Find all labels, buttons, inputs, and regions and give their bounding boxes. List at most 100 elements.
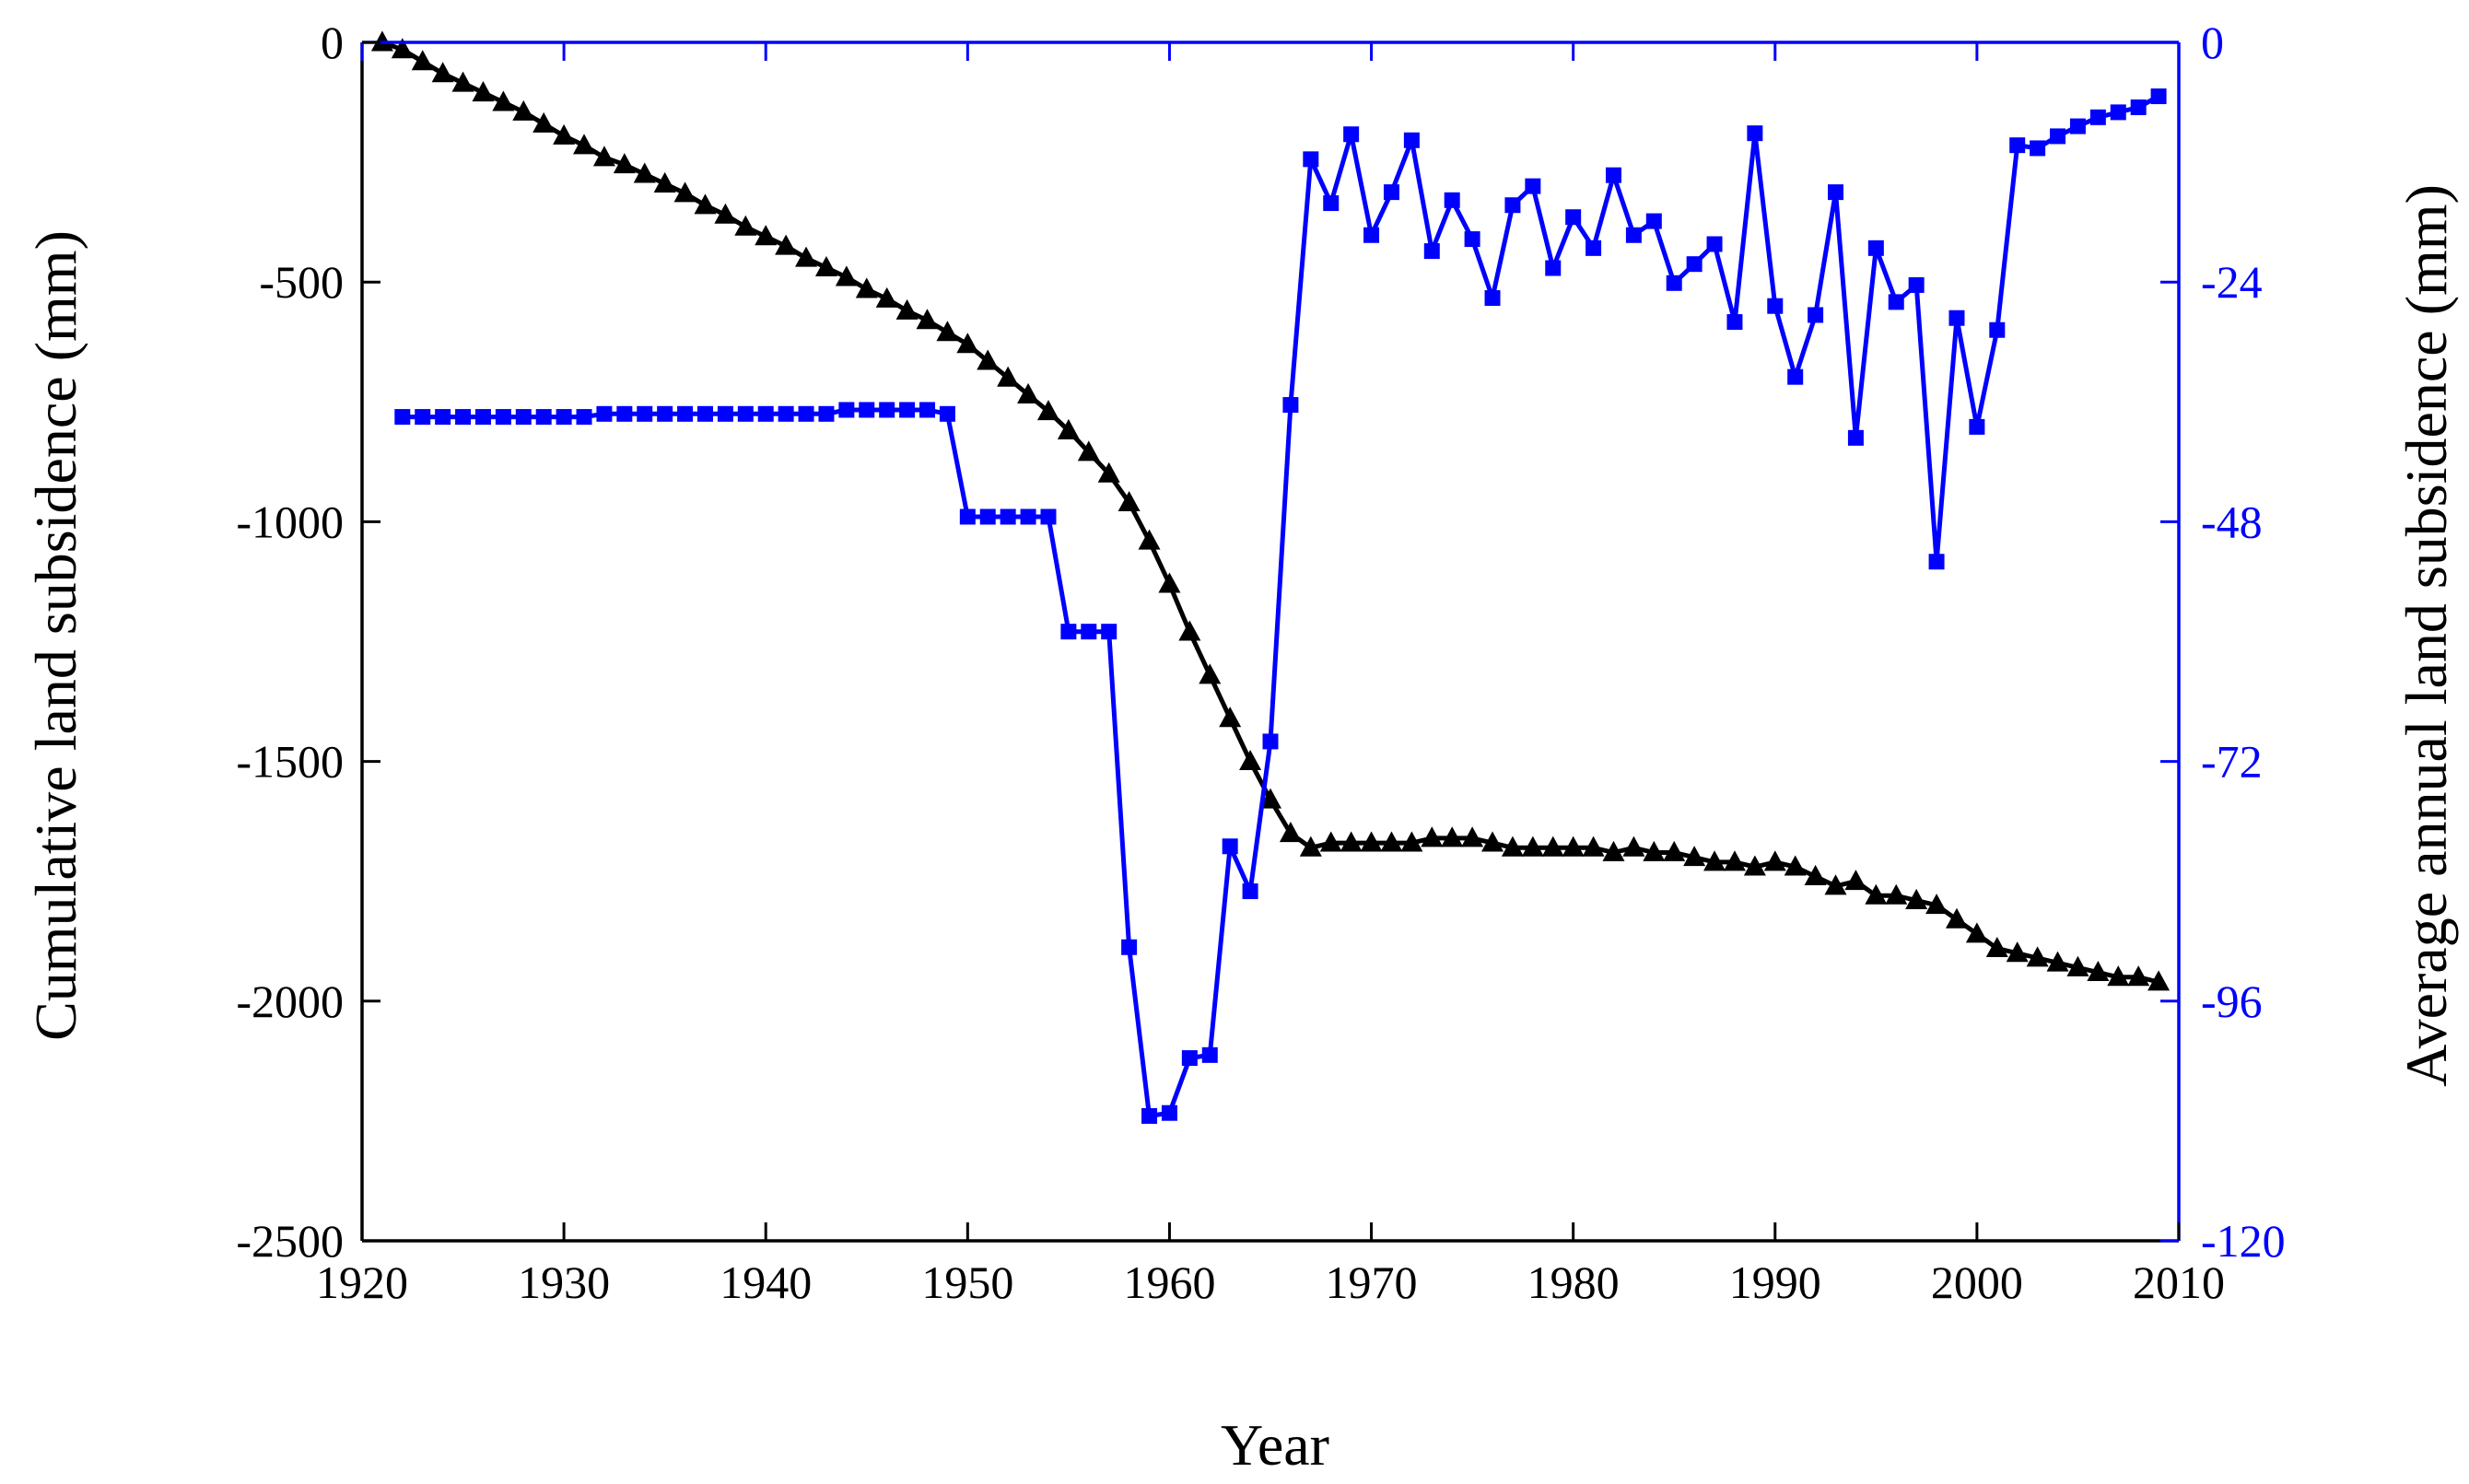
series-right-point — [1969, 418, 1985, 435]
series-left-point — [814, 255, 837, 277]
y-left-tick-label: -2000 — [236, 976, 344, 1027]
series-right-point — [1383, 184, 1399, 201]
series-left-point — [1219, 707, 1242, 728]
series-right-point — [616, 405, 633, 422]
series-left-point — [1663, 840, 1686, 861]
series-left-point — [1441, 826, 1464, 847]
series-left-point — [714, 203, 737, 224]
series-left-point — [1097, 462, 1120, 483]
series-right-point — [1928, 554, 1945, 570]
y-left-tick-label: 0 — [321, 17, 344, 68]
series-right-point — [1444, 192, 1460, 208]
x-tick-label: 1990 — [1729, 1256, 1821, 1308]
series-left-point — [2006, 941, 2029, 963]
series-left-point — [1077, 440, 1100, 462]
series-right-point — [535, 409, 552, 426]
series-left-point — [2147, 970, 2171, 991]
y-right-tick-label: -24 — [2201, 256, 2263, 308]
series-left-point — [553, 123, 576, 145]
series-left-point — [1905, 888, 1928, 909]
series-left-point — [673, 181, 696, 203]
x-tick-label: 1920 — [316, 1256, 408, 1308]
series-left-point — [512, 99, 535, 121]
y-left-tick-label: -1500 — [236, 736, 344, 788]
series-left-point — [2087, 960, 2110, 982]
series-right-line — [402, 94, 2160, 1118]
series-right-point — [1484, 290, 1501, 307]
series-right-point — [1181, 1050, 1198, 1067]
series-left-point — [755, 225, 778, 246]
series-left-point — [492, 90, 515, 111]
series-left-point — [1199, 663, 1222, 684]
series-right-point — [1948, 310, 1965, 326]
series-right-point — [919, 402, 936, 418]
series-left-point — [734, 215, 757, 236]
y-right-tick-label: 0 — [2201, 17, 2224, 68]
series-left-point — [2046, 951, 2069, 972]
series-left-point — [1985, 936, 2008, 958]
series-right-point — [1101, 624, 1117, 640]
series-right-point — [1020, 508, 1036, 525]
series-left-point — [1925, 894, 1948, 915]
x-tick-label: 1960 — [1123, 1256, 1215, 1308]
series-right-point — [1605, 167, 1621, 183]
series-left-point — [411, 50, 434, 71]
series-left-point — [916, 309, 939, 330]
series-right-point — [455, 409, 472, 426]
series-right-point — [394, 409, 411, 426]
series-right-point — [1141, 1107, 1158, 1124]
series-left-point — [1117, 490, 1141, 512]
series-left-point — [775, 234, 798, 255]
series-left-line — [381, 40, 2159, 985]
series-right-point — [2030, 140, 2046, 157]
series-right-point — [2110, 104, 2126, 121]
series-left-point — [1643, 840, 1666, 861]
series-right-point — [637, 405, 653, 422]
series-right-point — [696, 405, 713, 422]
series-left-point — [592, 146, 615, 167]
y-left-tick-label: -1000 — [236, 496, 344, 547]
series-right-point — [959, 508, 976, 525]
x-axis-title: Year — [1221, 1412, 1329, 1478]
series-right-point — [1323, 195, 1340, 212]
series-left-point — [1360, 831, 1383, 852]
series-left-point — [2107, 965, 2130, 987]
series-left-point — [1299, 835, 1322, 857]
series-left-point — [1158, 572, 1181, 593]
series-left-point — [1703, 850, 1726, 871]
series-right-point — [1403, 132, 1420, 148]
series-right-point — [1828, 184, 1844, 201]
series-right-point — [1040, 508, 1057, 525]
series-left-point — [1804, 864, 1827, 885]
series-left-point — [1602, 840, 1625, 861]
series-left-point — [997, 366, 1020, 387]
series-right-point — [737, 405, 754, 422]
y-axis-left-title: Cumulative land subsidence (mm) — [23, 230, 88, 1041]
y-left-tick-label: -2500 — [236, 1215, 344, 1267]
series-right-point — [2069, 118, 2086, 134]
series-left-point — [956, 333, 979, 354]
series-left-point — [895, 298, 919, 320]
series-right-point — [1303, 151, 1319, 168]
series-left-point — [875, 286, 898, 308]
series-right-point — [1625, 227, 1642, 243]
series-right-point — [1464, 231, 1480, 248]
series-right-point — [838, 402, 855, 418]
series-right-point — [1847, 429, 1864, 446]
series-right-point — [979, 508, 996, 525]
series-right-point — [556, 409, 572, 426]
series-left-point — [1763, 850, 1786, 871]
series-right-point — [677, 405, 694, 422]
series-left-point — [1178, 620, 1201, 641]
y-right-tick-label: -120 — [2201, 1215, 2286, 1267]
series-left-point — [2127, 965, 2150, 987]
series-left-point — [694, 193, 717, 215]
series-left-point — [1138, 529, 1161, 550]
series-right-point — [1060, 624, 1077, 640]
series-left-point — [855, 277, 878, 298]
series-left-point — [2066, 955, 2089, 976]
series-left-point — [1279, 822, 1302, 843]
series-right-point — [1808, 307, 1824, 323]
series-right-point — [1525, 178, 1541, 194]
